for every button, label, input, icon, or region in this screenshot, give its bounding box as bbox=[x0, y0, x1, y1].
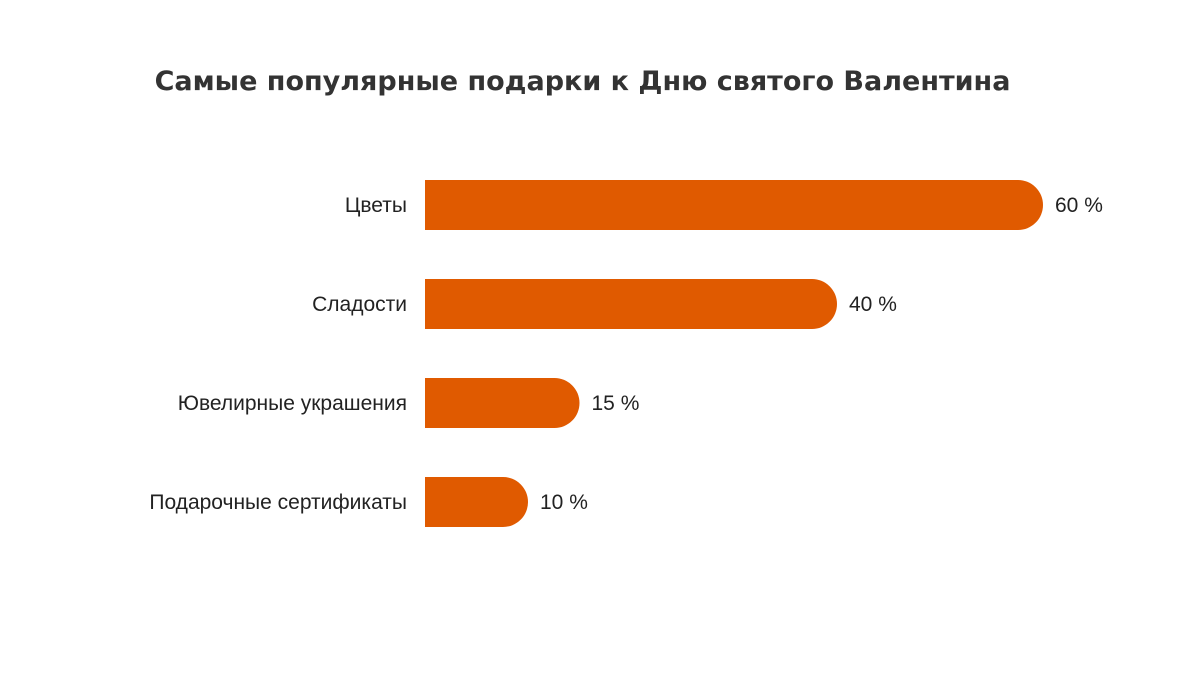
category-label-2: Сладости bbox=[312, 293, 407, 316]
bar-4 bbox=[425, 477, 528, 527]
value-label-4: 10 % bbox=[540, 491, 588, 514]
bar-3 bbox=[425, 378, 580, 428]
bars-layer bbox=[425, 180, 1043, 527]
category-label-1: Цветы bbox=[345, 194, 407, 217]
category-label-4: Подарочные сертификаты bbox=[149, 491, 407, 514]
value-label-2: 40 % bbox=[849, 293, 897, 316]
category-label-3: Ювелирные украшения bbox=[178, 392, 407, 415]
value-label-1: 60 % bbox=[1055, 194, 1103, 217]
bar-2 bbox=[425, 279, 837, 329]
category-labels: Цветы Сладости Ювелирные украшения Подарочн… bbox=[149, 194, 407, 514]
value-labels: 60 % 40 % 15 % 10 % bbox=[540, 194, 1103, 514]
bar-1 bbox=[425, 180, 1043, 230]
value-label-3: 15 % bbox=[592, 392, 640, 415]
chart-title: Самые популярные подарки к Дню святого В… bbox=[154, 66, 1011, 97]
